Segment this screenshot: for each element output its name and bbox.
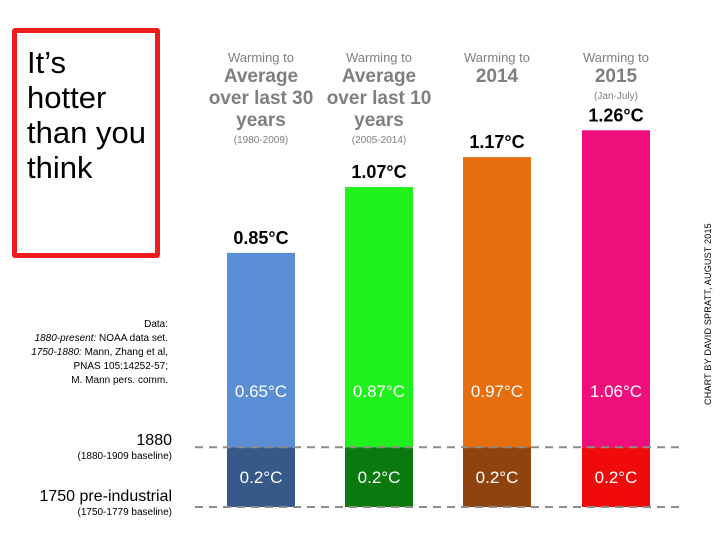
source-period: 1750-1880: [31,347,82,358]
column-heading: Warming to 2015 (Jan-July) [551,50,681,104]
column-heading: Warming to 2014 [432,50,562,88]
segment-value-label: 1.06°C [590,382,642,401]
source-line: M. Mann pers. comm. [71,375,168,386]
post-1880-segment [582,130,650,448]
heading-period: 2015 [594,66,638,87]
total-value-label: 1.17°C [469,132,524,152]
segment-value-label: 0.2°C [595,468,638,487]
baseline-title: 1880 [136,432,172,449]
source-line: PNAS 105:14252-57; [73,361,168,372]
segment-value-label: 0.2°C [358,468,401,487]
baseline-title: 1750 pre-industrial [39,488,172,505]
segment-value-label: 0.97°C [471,382,523,401]
source-text: NOAA data set. [96,333,168,344]
baseline-1880-label: 1880 (1880-1909 baseline) [77,431,172,464]
source-line: 1750-1880: Mann, Zhang et al, [0,346,168,360]
source-text: Mann, Zhang et al, [81,347,168,358]
pre-1880-segment [345,447,413,507]
pre-1880-segment [582,447,650,507]
heading-range: (1980-2009) [233,135,289,146]
pre-1880-segment [227,447,295,507]
column-heading: Warming to Average over last 30 years (198… [196,50,326,148]
heading-period: Average over last 10 years [326,66,432,131]
segment-value-label: 0.65°C [235,382,287,401]
total-value-label: 0.85°C [233,228,288,248]
segment-value-label: 0.2°C [240,468,283,487]
heading-period: 2014 [475,66,519,87]
source-line: Data: [144,319,168,330]
heading-range: (Jan-July) [594,91,638,102]
heading-intro: Warming to [583,50,649,65]
post-1880-segment [345,187,413,448]
heading-range: (2005-2014) [351,135,407,146]
segment-value-label: 0.87°C [353,382,405,401]
segment-value-label: 0.2°C [476,468,519,487]
heading-intro: Warming to [346,50,412,65]
heading-period: Average over last 30 years [208,66,314,131]
source-period: 1880-present: [34,333,97,344]
headline: It’s hotter than you think [27,45,146,185]
baseline-1750-label: 1750 pre-industrial (1750-1779 baseline) [39,487,172,520]
source-note: Data: 1880-present: NOAA data set. 1750-… [0,318,168,388]
headline-box: It’s hotter than you think [12,28,160,258]
pre-1880-segment [463,447,531,507]
baseline-subtitle: (1880-1909 baseline) [77,451,172,462]
baseline-subtitle: (1750-1779 baseline) [77,507,172,518]
source-line: 1880-present: NOAA data set. [0,332,168,346]
heading-intro: Warming to [464,50,530,65]
column-heading: Warming to Average over last 10 years (200… [314,50,444,148]
post-1880-segment [463,157,531,448]
heading-intro: Warming to [228,50,294,65]
total-value-label: 1.07°C [351,162,406,182]
total-value-label: 1.26°C [588,105,643,125]
post-1880-segment [227,252,295,448]
